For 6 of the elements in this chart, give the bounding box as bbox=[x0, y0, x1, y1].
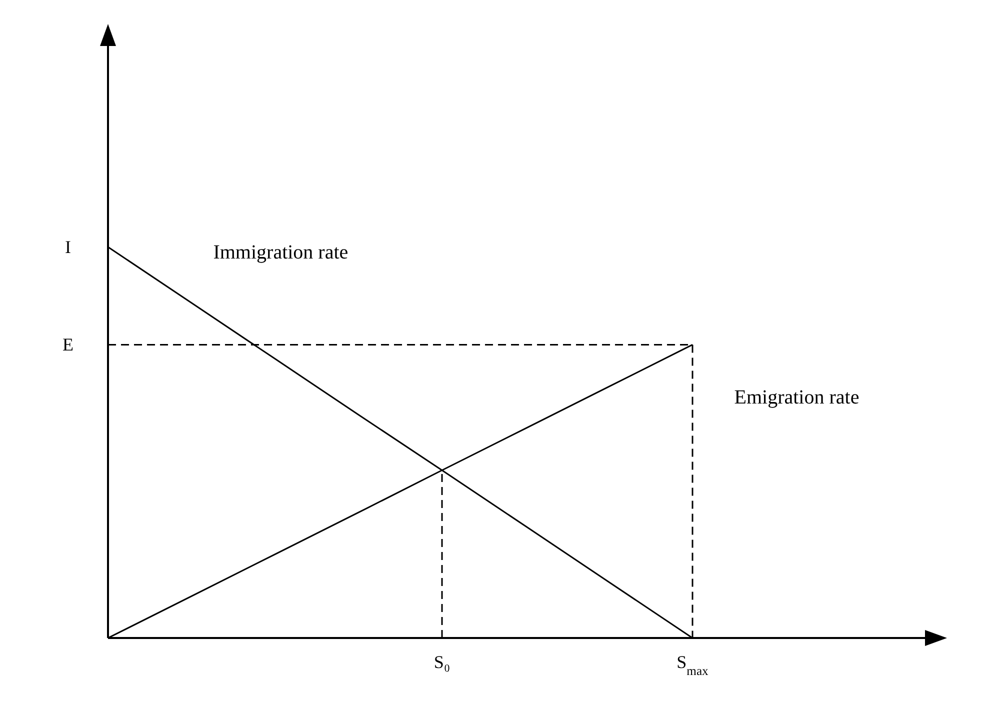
x-tick-label: S₀ bbox=[434, 652, 450, 672]
x-tick-label: S$_{max}$ bbox=[676, 652, 710, 678]
text: I bbox=[65, 236, 71, 257]
text: E bbox=[62, 334, 74, 355]
text: Emigration rate bbox=[734, 386, 860, 408]
text: Immigration rate bbox=[213, 242, 348, 264]
